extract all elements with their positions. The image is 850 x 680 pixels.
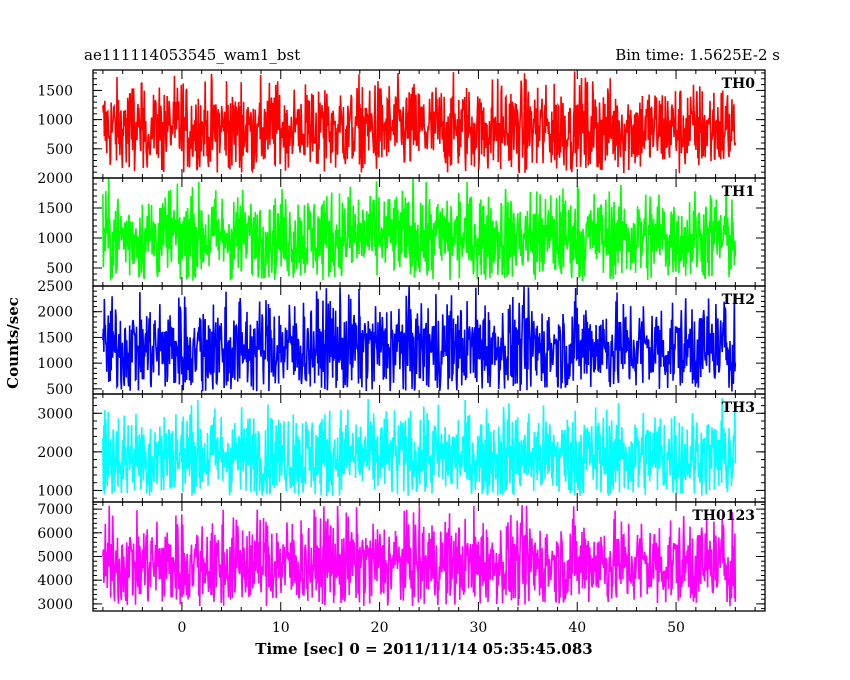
x-axis-label: Time [sec] 0 = 2011/11/14 05:35:45.083 xyxy=(255,640,592,658)
y-tick-label: 1000 xyxy=(37,113,73,129)
panel-label: TH3 xyxy=(722,400,755,416)
panel-label: TH0 xyxy=(722,76,756,92)
panel-th3: 1000 2000 3000 TH3 xyxy=(37,393,766,503)
y-tick-label: 1000 xyxy=(37,231,73,247)
series-th2 xyxy=(102,286,737,392)
y-tick-label: 1500 xyxy=(37,201,73,217)
y-tick-label: 500 xyxy=(46,382,73,398)
y-tick-label: 5000 xyxy=(37,550,73,566)
series-th0 xyxy=(102,71,737,174)
y-tick-label: 500 xyxy=(46,142,73,158)
y-tick-label: 1000 xyxy=(37,356,73,372)
y-tick-label: 1500 xyxy=(37,83,73,99)
panel-th1: 500 1000 1500 2000 TH1 xyxy=(37,171,766,287)
series-th0123 xyxy=(102,504,737,607)
y-tick-label: 2500 xyxy=(37,279,73,295)
x-tick-label: 0 xyxy=(177,620,186,636)
series-th1 xyxy=(102,178,737,281)
panel-label: TH1 xyxy=(722,184,755,200)
y-tick-label: 2000 xyxy=(37,445,73,461)
x-tick-label: 30 xyxy=(469,620,487,636)
y-tick-label: 3000 xyxy=(37,406,73,422)
x-tick-label: 50 xyxy=(667,620,685,636)
y-tick-label: 7000 xyxy=(37,502,73,518)
y-tick-label: 4000 xyxy=(37,573,73,589)
chart-title-right: Bin time: 1.5625E-2 s xyxy=(615,46,780,64)
y-tick-label: 6000 xyxy=(37,526,73,542)
panel-th0123: 3000 4000 5000 6000 7000 TH0123 xyxy=(37,501,766,613)
panel-th0: 500 1000 1500 TH0 xyxy=(37,69,766,179)
panel-th2: 500 1000 1500 2000 2500 TH2 xyxy=(37,279,766,398)
y-tick-label: 3000 xyxy=(37,597,73,613)
x-tick-label: 40 xyxy=(568,620,586,636)
panel-label: TH2 xyxy=(722,292,755,308)
panel-label: TH0123 xyxy=(692,508,755,524)
y-tick-label: 500 xyxy=(46,261,73,277)
x-tick-label: 10 xyxy=(272,620,290,636)
x-tick-label: 20 xyxy=(371,620,389,636)
y-tick-label: 2000 xyxy=(37,305,73,321)
y-tick-label: 1000 xyxy=(37,483,73,499)
x-tick-labels: 0 10 20 30 40 50 xyxy=(177,620,684,636)
series-th3 xyxy=(102,398,737,497)
chart-title-left: ae111114053545_wam1_bst xyxy=(84,46,300,64)
y-tick-label: 2000 xyxy=(37,171,73,187)
y-tick-label: 1500 xyxy=(37,330,73,346)
y-axis-label: Counts/sec xyxy=(4,297,22,389)
